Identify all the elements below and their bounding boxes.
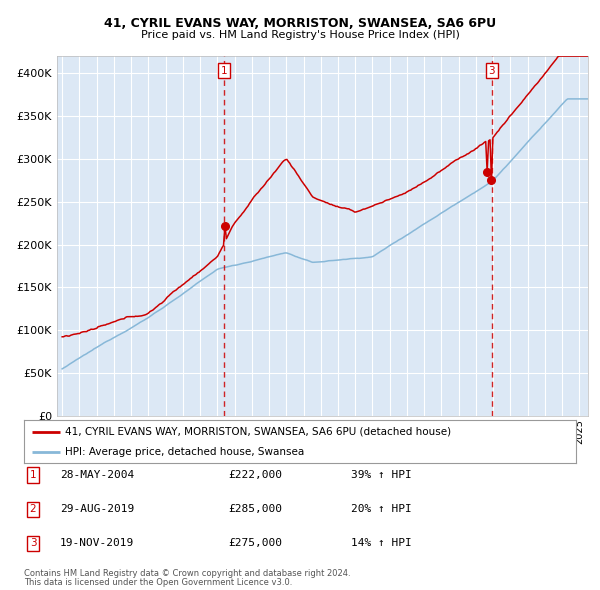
- Text: 3: 3: [488, 65, 495, 76]
- Text: 3: 3: [29, 539, 37, 548]
- Text: 1: 1: [221, 65, 228, 76]
- Text: 29-AUG-2019: 29-AUG-2019: [60, 504, 134, 514]
- Text: HPI: Average price, detached house, Swansea: HPI: Average price, detached house, Swan…: [65, 447, 305, 457]
- Text: 20% ↑ HPI: 20% ↑ HPI: [351, 504, 412, 514]
- Text: £275,000: £275,000: [228, 539, 282, 548]
- Text: 1: 1: [29, 470, 37, 480]
- Text: This data is licensed under the Open Government Licence v3.0.: This data is licensed under the Open Gov…: [24, 578, 292, 588]
- Text: Contains HM Land Registry data © Crown copyright and database right 2024.: Contains HM Land Registry data © Crown c…: [24, 569, 350, 578]
- Text: £222,000: £222,000: [228, 470, 282, 480]
- Text: 2: 2: [29, 504, 37, 514]
- Text: £285,000: £285,000: [228, 504, 282, 514]
- Text: 14% ↑ HPI: 14% ↑ HPI: [351, 539, 412, 548]
- Text: 41, CYRIL EVANS WAY, MORRISTON, SWANSEA, SA6 6PU: 41, CYRIL EVANS WAY, MORRISTON, SWANSEA,…: [104, 17, 496, 30]
- Text: 39% ↑ HPI: 39% ↑ HPI: [351, 470, 412, 480]
- Text: 28-MAY-2004: 28-MAY-2004: [60, 470, 134, 480]
- Text: 19-NOV-2019: 19-NOV-2019: [60, 539, 134, 548]
- Text: Price paid vs. HM Land Registry's House Price Index (HPI): Price paid vs. HM Land Registry's House …: [140, 31, 460, 40]
- Text: 41, CYRIL EVANS WAY, MORRISTON, SWANSEA, SA6 6PU (detached house): 41, CYRIL EVANS WAY, MORRISTON, SWANSEA,…: [65, 427, 452, 437]
